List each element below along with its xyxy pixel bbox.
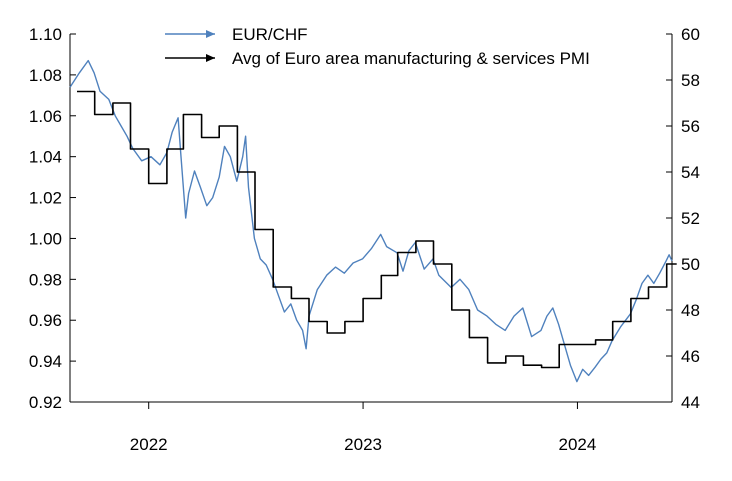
y-left-tick-label: 1.04	[29, 148, 62, 167]
series	[69, 59, 677, 383]
y-left-tick-label: 1.00	[29, 229, 62, 248]
y-right-tick-label: 46	[681, 347, 700, 366]
series-line-eurchf	[69, 59, 673, 383]
y-left-tick-label: 0.94	[29, 352, 62, 371]
legend-label-pmi: Avg of Euro area manufacturing & service…	[232, 49, 590, 68]
y-right-tick-label: 60	[681, 25, 700, 44]
y-right-tick-label: 52	[681, 209, 700, 228]
y-right-tick-label: 56	[681, 117, 700, 136]
legend-arrow-pmi	[206, 54, 215, 62]
y-right-tick-label: 50	[681, 255, 700, 274]
legend-label-eurchf: EUR/CHF	[232, 25, 308, 44]
y-left-tick-label: 0.96	[29, 311, 62, 330]
y-left-tick-label: 0.98	[29, 270, 62, 289]
legend-arrow-eurchf	[206, 30, 215, 38]
y-right-tick-label: 58	[681, 71, 700, 90]
y-right-tick-label: 54	[681, 163, 700, 182]
y-left-tick-label: 1.06	[29, 107, 62, 126]
legend-item-pmi: Avg of Euro area manufacturing & service…	[165, 49, 590, 68]
y-left-tick-label: 1.10	[29, 25, 62, 44]
axes: 0.92 0.94 0.96 0.98 1.00 1.02 1.04 1.06 1.08 1.10…	[29, 25, 700, 454]
y-right-tick-label: 44	[681, 393, 700, 412]
series-line-pmi	[77, 90, 677, 369]
x-tick-label: 2024	[559, 435, 597, 454]
x-tick-label: 2022	[130, 435, 168, 454]
x-tick-label: 2023	[344, 435, 382, 454]
legend-item-eurchf: EUR/CHF	[165, 25, 308, 44]
y-left-tick-label: 1.08	[29, 66, 62, 85]
legend: EUR/CHF Avg of Euro area manufacturing &…	[165, 25, 590, 68]
y-left-tick-label: 1.02	[29, 189, 62, 208]
y-left-tick-label: 0.92	[29, 393, 62, 412]
y-right-tick-label: 48	[681, 301, 700, 320]
